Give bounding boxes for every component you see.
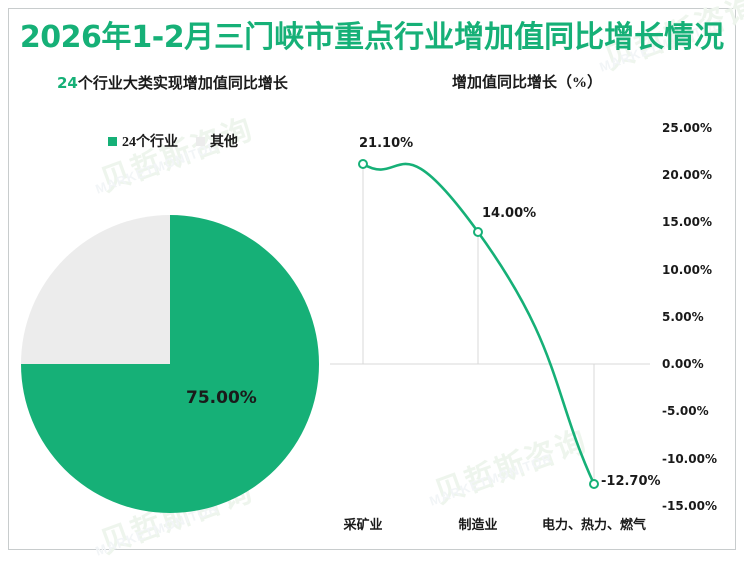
y-axis-tick-label-6: -5.00% — [662, 404, 709, 418]
y-axis-tick-label-8: -15.00% — [662, 499, 717, 513]
y-axis-tick-label-2: 15.00% — [662, 215, 712, 229]
data-point-marker-0[interactable] — [358, 159, 368, 169]
page-title-part-2: 1-2 — [131, 20, 185, 55]
legend-item-label: 其他 — [210, 135, 238, 150]
y-axis-tick-label-5: 0.00% — [662, 357, 704, 371]
series-line-path — [361, 162, 596, 486]
legend-item-0[interactable]: 24个行业 — [108, 131, 178, 151]
legend-swatch-icon-0 — [108, 136, 117, 146]
y-axis-tick-label-3: 10.00% — [662, 263, 712, 277]
legend-item-label: 24个行业 — [122, 135, 178, 150]
y-axis-tick-label-1: 20.00% — [662, 168, 712, 182]
page-title-part-3: 月三门峡市重点行业增加值同比增长情况 — [184, 21, 725, 54]
pie-legend: 24个行业 其他 — [108, 131, 238, 151]
y-axis-tick-label-7: -10.00% — [662, 452, 717, 466]
data-point-marker-2[interactable] — [589, 479, 599, 489]
page-title: 2026年1-2月三门峡市重点行业增加值同比增长情况 — [0, 20, 744, 56]
data-point-value-label-1: 14.00% — [482, 206, 537, 221]
watermark-7: MARKETMONITOR — [427, 450, 555, 509]
page-title-part-0: 2026 — [19, 20, 102, 55]
y-axis-tick-label-0: 25.00% — [662, 121, 712, 135]
pie-subtitle-rest: 个行业大类实现增加值同比增长 — [77, 76, 288, 92]
x-axis-category-label-0: 采矿业 — [343, 517, 383, 532]
data-point-value-label-2: -12.70% — [601, 474, 661, 489]
line-chart-subtitle: 增加值同比增长（%） — [452, 75, 603, 91]
watermark-0: 贝哲斯咨询 — [96, 112, 259, 199]
pie-subtitle-highlight: 24 — [57, 74, 78, 92]
pie-slice-value-label: 75.00% — [186, 388, 257, 408]
pie-slice-other[interactable] — [21, 215, 170, 364]
y-axis-tick-label-4: 5.00% — [662, 310, 704, 324]
pie-chart-subtitle: 24个行业大类实现增加值同比增长 — [57, 72, 288, 95]
x-axis-category-label-2: 电力、热力、燃气 — [541, 517, 647, 532]
data-point-marker-1[interactable] — [473, 227, 483, 237]
watermark-6: 贝哲斯咨询 — [430, 424, 593, 511]
legend-item-1[interactable]: 其他 — [196, 131, 238, 151]
pie-chart-svg — [21, 215, 319, 513]
pie-chart — [21, 215, 319, 513]
data-point-value-label-0: 21.10% — [359, 136, 414, 151]
x-axis-category-label-1: 制造业 — [458, 517, 498, 532]
legend-swatch-icon-1 — [196, 136, 205, 146]
page-title-part-1: 年 — [101, 21, 132, 54]
